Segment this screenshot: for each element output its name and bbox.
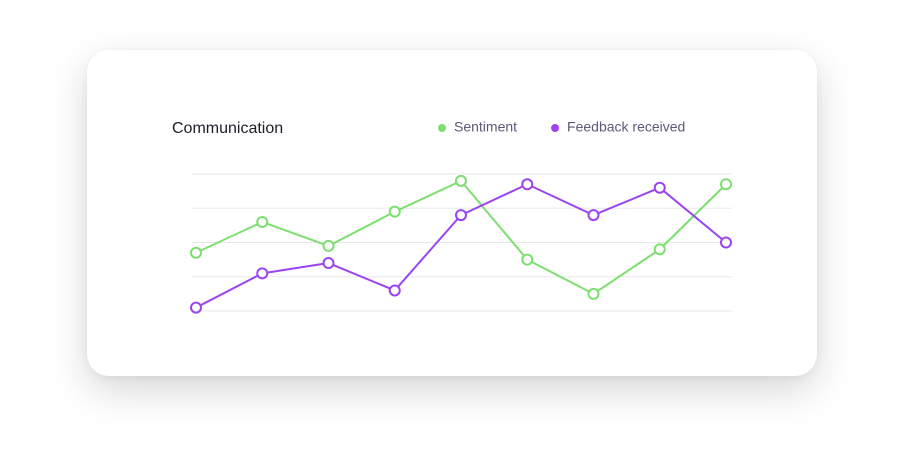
data-point: [521, 253, 534, 266]
legend-dot: [551, 124, 560, 132]
legend-label: Feedback received: [567, 119, 685, 135]
data-point: [455, 209, 467, 222]
data-point: [322, 239, 335, 252]
data-point: [587, 209, 600, 222]
data-point: [587, 287, 600, 300]
data-point: [388, 205, 401, 218]
data-point: [322, 257, 335, 270]
legend-label: Sentiment: [454, 119, 517, 135]
data-point: [256, 267, 269, 280]
data-point: [455, 174, 467, 187]
data-point: [190, 246, 202, 259]
data-point: [256, 215, 269, 228]
data-point: [388, 284, 401, 297]
legend-dot: [438, 124, 446, 132]
data-point: [720, 178, 732, 191]
data-point: [720, 236, 732, 249]
data-point: [653, 181, 666, 194]
data-point: [521, 178, 534, 191]
series-line: [195, 183, 727, 309]
chart-title: Communication: [172, 120, 283, 137]
data-point: [190, 301, 202, 314]
data-point: [653, 243, 666, 256]
